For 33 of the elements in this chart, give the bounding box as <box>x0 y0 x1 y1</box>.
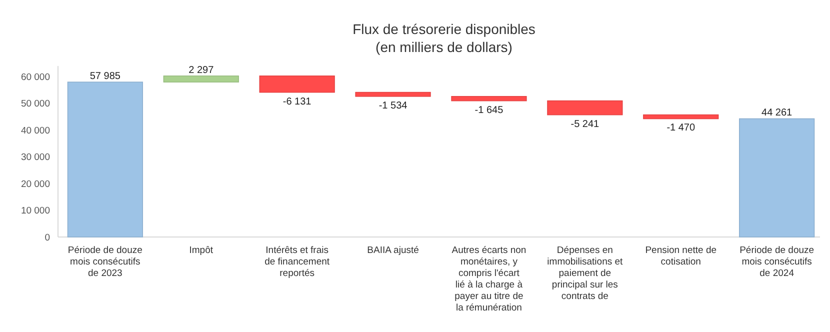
x-tick-label: Période de douze mois consécutifs de 2023 <box>68 245 142 279</box>
bar <box>355 92 431 97</box>
bar <box>67 82 143 238</box>
y-tick-label: 50 000 <box>20 98 50 110</box>
x-tick-label: Impôt <box>189 245 214 256</box>
chart-subtitle: (en milliers de dollars) <box>376 39 512 55</box>
data-label: -6 131 <box>282 96 312 108</box>
y-tick-label: 40 000 <box>20 125 50 136</box>
x-tick-label: Pension nette de cotisation <box>645 245 717 268</box>
x-tick-label: Dépenses en immobilisations et paiement de principal sur les contrats de <box>547 245 624 302</box>
data-label: 57 985 <box>90 71 121 82</box>
data-label: 44 261 <box>762 108 793 119</box>
data-label: -1 645 <box>474 104 504 116</box>
bar <box>643 114 719 120</box>
y-tick-label: 60 000 <box>20 72 50 84</box>
x-tick-label: Intérêts et frais de financement reportés <box>264 245 330 279</box>
y-tick-label: 20 000 <box>20 178 50 190</box>
x-tick-label: Autres écarts non monétaires, y compris l'écart lié à la charge à payer au titre de la rémunération <box>452 245 526 314</box>
x-tick-label: BAIIA ajusté <box>367 245 419 256</box>
y-tick-label: 10 000 <box>20 206 50 217</box>
data-label: 2 297 <box>188 64 214 76</box>
bar <box>259 76 335 93</box>
data-label: -1 470 <box>666 122 696 134</box>
bar <box>547 100 623 116</box>
y-tick-label: 30 000 <box>20 152 50 164</box>
chart-title: Flux de trésorerie disponibles <box>352 21 536 37</box>
y-tick-label: 0 <box>44 232 50 244</box>
bar <box>163 76 239 82</box>
data-label: -5 241 <box>570 118 600 130</box>
x-tick-label: Période de douze mois consécutifs de 2024 <box>740 245 814 279</box>
bar <box>451 96 527 102</box>
bar <box>739 118 815 238</box>
data-label: -1 534 <box>378 100 408 112</box>
